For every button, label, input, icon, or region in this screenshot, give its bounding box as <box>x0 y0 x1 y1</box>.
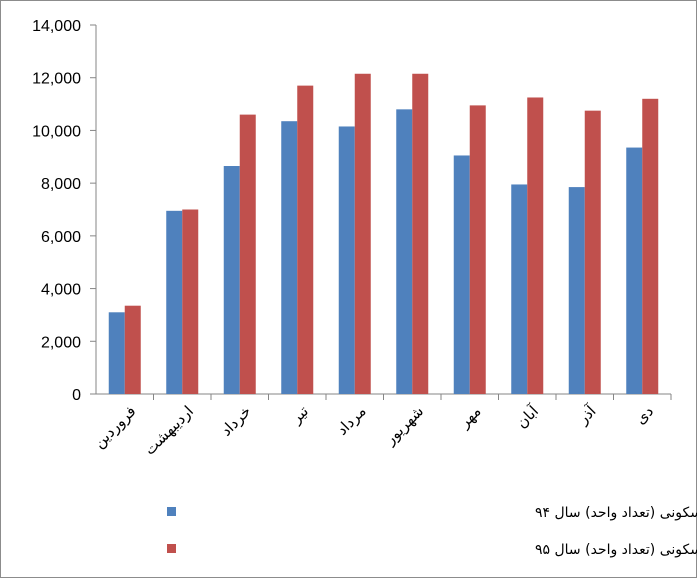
y-tick-label: 2,000 <box>41 334 81 351</box>
bar-series-2-1 <box>124 305 141 394</box>
bar-series-1-1 <box>108 312 125 394</box>
x-tick-label: شهریور <box>380 402 427 449</box>
legend-label-2: تسهیلات خرید واحد مسکونی (تعداد واحد) سا… <box>535 542 697 558</box>
x-tick-label: خرداد <box>217 402 255 440</box>
y-tick-label: 14,000 <box>32 18 81 35</box>
bar-series-1-3 <box>223 166 240 394</box>
bar-series-2-9 <box>584 110 601 395</box>
y-tick-label: 12,000 <box>32 71 81 88</box>
x-tick-label: دی <box>631 402 657 428</box>
bar-series-2-4 <box>297 85 314 394</box>
bar-series-1-7 <box>453 155 470 394</box>
bar-series-2-10 <box>642 98 659 395</box>
x-tick-label: آذر <box>573 402 600 429</box>
legend-label-1: تسهیلات خرید واحد مسکونی (تعداد واحد) سا… <box>535 505 697 521</box>
bar-series-1-10 <box>626 147 643 394</box>
bars <box>108 73 659 395</box>
y-tick-label: 8,000 <box>41 176 81 193</box>
x-tick-label: اردیبهشت <box>141 402 197 458</box>
bar-series-2-6 <box>412 73 429 394</box>
x-tick-labels: فروردین اردیبهشت خرداد تیر مرداد شهریور مهر آبا… <box>90 402 657 459</box>
y-tick-label: 4,000 <box>41 282 81 299</box>
legend-swatch-1 <box>167 507 176 516</box>
x-tick-label: آبان <box>512 402 542 432</box>
x-tick-label: تیر <box>287 402 312 427</box>
bar-series-1-2 <box>166 210 183 394</box>
bar-series-1-8 <box>511 184 528 394</box>
bar-series-2-3 <box>239 114 256 394</box>
legend: تسهیلات خرید واحد مسکونی (تعداد واحد) سا… <box>167 505 697 558</box>
bar-series-1-4 <box>281 121 298 394</box>
x-tick-label: مرداد <box>333 402 370 439</box>
x-tick-label: فروردین <box>90 402 140 452</box>
bar-series-2-2 <box>182 209 199 394</box>
legend-swatch-2 <box>167 544 176 553</box>
y-tick-labels: 0 2,000 4,000 6,000 8,000 10,000 12,000 14,000 <box>32 18 81 404</box>
y-tick-label: 6,000 <box>41 229 81 246</box>
bar-series-2-5 <box>354 73 371 394</box>
x-tick-label: مهر <box>455 402 485 432</box>
y-tick-label: 0 <box>72 387 81 404</box>
bar-series-2-8 <box>527 97 544 394</box>
bar-series-1-9 <box>568 187 585 394</box>
y-tick-label: 10,000 <box>32 123 81 140</box>
bar-series-1-5 <box>338 126 355 394</box>
bar-series-1-6 <box>396 109 413 394</box>
bar-series-2-7 <box>469 105 486 394</box>
